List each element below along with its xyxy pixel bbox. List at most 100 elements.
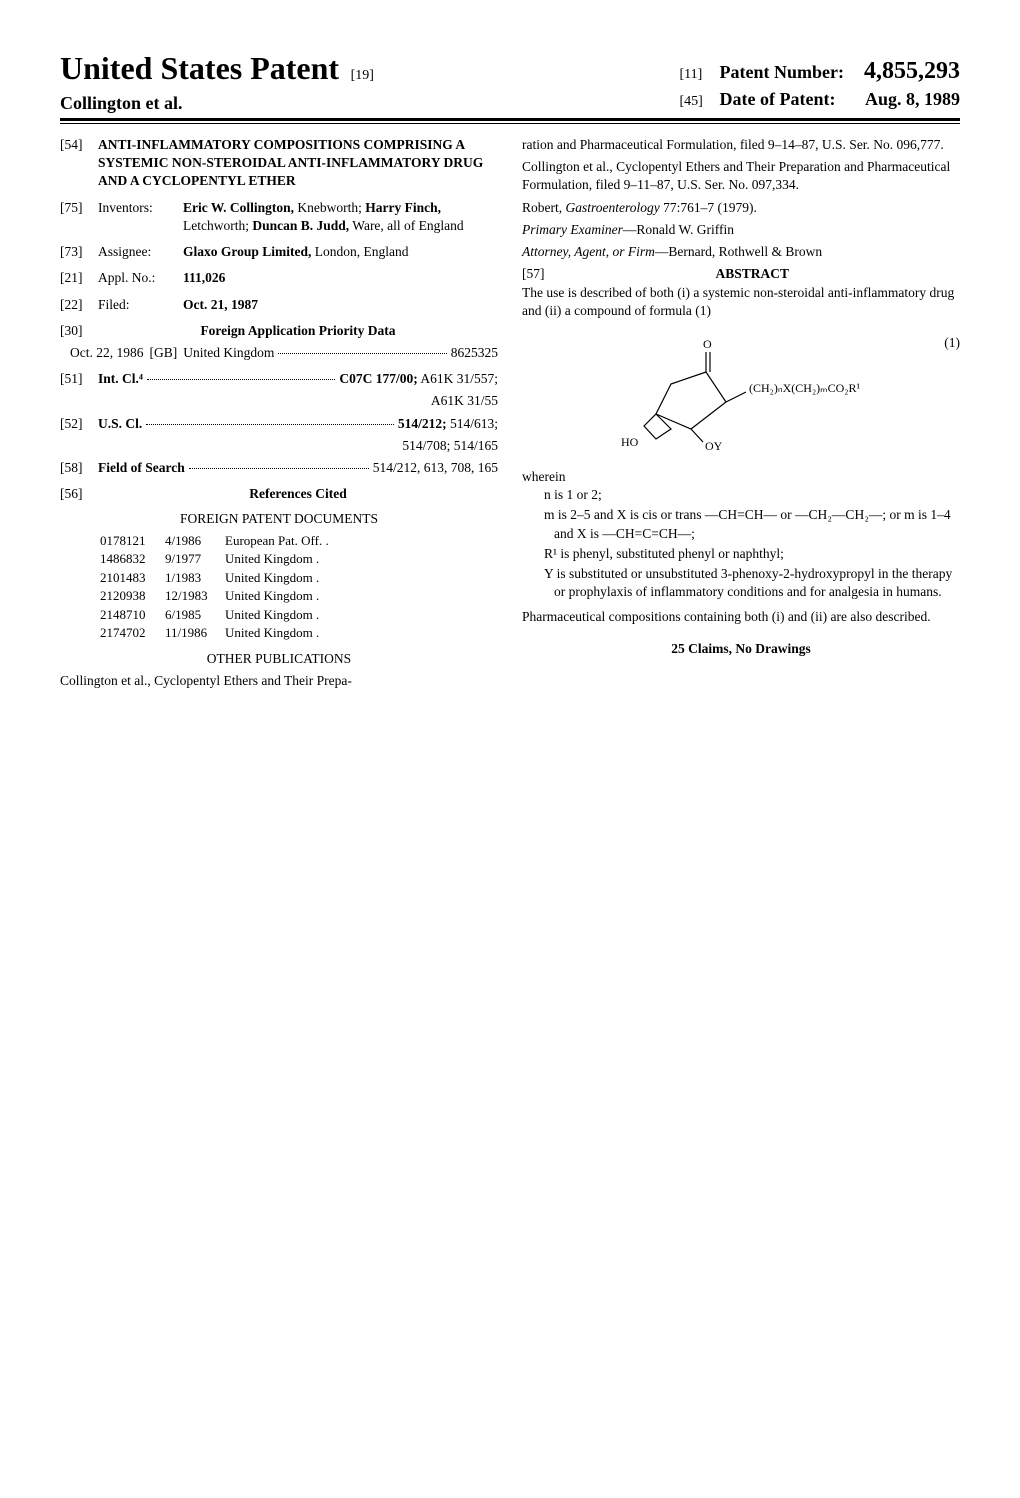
assignee-value: Glaxo Group Limited, London, England [183, 243, 498, 261]
outro: Pharmaceutical compositions containing b… [522, 608, 960, 626]
fp-name: United Kingdom [183, 344, 274, 362]
formula-side-text: (CH₂)ₙX(CH₂)ₘCO₂R¹ [749, 381, 860, 395]
formula-structure: (1) O (CH₂)ₙX(CH₂)ₘCO₂R¹ OY HO [522, 334, 960, 454]
cont3: Robert, Gastroenterology 77:761–7 (1979)… [522, 199, 960, 217]
uscl-line2: 514/708; 514/165 [60, 437, 498, 455]
inventors-value: Eric W. Collington, Knebworth; Harry Fin… [183, 199, 498, 235]
uscl-tag: [52] [60, 415, 98, 433]
ref-row: 01781214/1986European Pat. Off. . [60, 532, 498, 550]
body-columns: [54] ANTI-INFLAMMATORY COMPOSITIONS COMP… [60, 136, 960, 690]
dt-bracket: [45] [680, 94, 710, 110]
doc-title: United States Patent [60, 50, 339, 86]
abstract-intro: The use is described of both (i) a syste… [522, 284, 960, 320]
w2: m is 2–5 and X is cis or trans —CH=CH— o… [544, 506, 960, 542]
fos-tag: [58] [60, 459, 98, 477]
inventors-label: Inventors: [98, 199, 183, 235]
refs-tag: [56] [60, 485, 98, 503]
fp-date: Oct. 22, 1986 [70, 344, 144, 362]
filed-tag: [22] [60, 296, 98, 314]
patent-number-row: [11] Patent Number: 4,855,293 [680, 58, 960, 85]
wherein: wherein [522, 468, 960, 486]
inv-tag: [54] [60, 136, 98, 191]
assignee-row: [73] Assignee: Glaxo Group Limited, Lond… [60, 243, 498, 261]
refs-row: [56] References Cited [60, 485, 498, 503]
appl-row: [21] Appl. No.: 111,026 [60, 269, 498, 287]
w1: n is 1 or 2; [544, 486, 960, 504]
intcl-tag: [51] [60, 370, 98, 388]
fp-num: 8625325 [451, 344, 498, 362]
fos-value: 514/212, 613, 708, 165 [373, 459, 498, 477]
ref-row: 14868329/1977United Kingdom . [60, 550, 498, 568]
dt-value: Aug. 8, 1989 [865, 89, 960, 110]
cont2: Collington et al., Cyclopentyl Ethers an… [522, 158, 960, 194]
examiner-row: Primary Examiner—Ronald W. Griffin [522, 221, 960, 239]
ref-row: 212093812/1983United Kingdom . [60, 587, 498, 605]
ref-row: 21487106/1985United Kingdom . [60, 606, 498, 624]
filed-label: Filed: [98, 296, 183, 314]
rule-thick [60, 118, 960, 121]
dotted-fill [147, 370, 335, 380]
header-left: United States Patent [19] Collington et … [60, 50, 374, 114]
date-row: [45] Date of Patent: Aug. 8, 1989 [680, 89, 960, 110]
fos-label: Field of Search [98, 459, 185, 477]
inventors-row: [75] Inventors: Eric W. Collington, Kneb… [60, 199, 498, 235]
assignee-label: Assignee: [98, 243, 183, 261]
foreign-priority-data: Oct. 22, 1986 [GB] United Kingdom 862532… [60, 344, 498, 362]
w3: R¹ is phenyl, substituted phenyl or naph… [544, 545, 960, 563]
invention-title-row: [54] ANTI-INFLAMMATORY COMPOSITIONS COMP… [60, 136, 498, 191]
assignee-tag: [73] [60, 243, 98, 261]
left-column: [54] ANTI-INFLAMMATORY COMPOSITIONS COMP… [60, 136, 498, 690]
ref-row: 217470211/1986United Kingdom . [60, 624, 498, 642]
appl-label: Appl. No.: [98, 269, 183, 287]
other-pubs-title: OTHER PUBLICATIONS [60, 650, 498, 668]
fos-row: [58] Field of Search 514/212, 613, 708, … [60, 459, 498, 477]
uscl-row: [52] U.S. Cl. 514/212; 514/613; [60, 415, 498, 433]
intcl-line2: A61K 31/55 [60, 392, 498, 410]
inventors-tag: [75] [60, 199, 98, 235]
filed-value: Oct. 21, 1987 [183, 296, 498, 314]
inv-title: ANTI-INFLAMMATORY COMPOSITIONS COMPRISIN… [98, 136, 498, 191]
header-right: [11] Patent Number: 4,855,293 [45] Date … [680, 58, 960, 114]
abstract-title: ABSTRACT [545, 265, 961, 283]
filed-row: [22] Filed: Oct. 21, 1987 [60, 296, 498, 314]
right-column: ration and Pharmaceutical Formulation, f… [522, 136, 960, 690]
svg-text:OY: OY [705, 439, 723, 453]
appl-value: 111,026 [183, 269, 498, 287]
pn-value: 4,855,293 [864, 58, 960, 85]
dotted-fill [146, 415, 394, 425]
refs-title: References Cited [98, 485, 498, 503]
pn-bracket: [11] [680, 67, 710, 83]
foreign-docs-list: 01781214/1986European Pat. Off. . 148683… [60, 532, 498, 642]
authors: Collington et al. [60, 93, 374, 114]
title-bracket: [19] [351, 68, 374, 83]
doc-title-line: United States Patent [19] [60, 50, 374, 87]
svg-text:HO: HO [621, 435, 639, 449]
examiner-label: Primary Examiner [522, 222, 623, 237]
attorney-label: Attorney, Agent, or Firm [522, 244, 655, 259]
cont1: ration and Pharmaceutical Formulation, f… [522, 136, 960, 154]
wherein-list: n is 1 or 2; m is 2–5 and X is cis or tr… [522, 486, 960, 601]
dotted-fill [189, 459, 369, 469]
dotted-fill [278, 344, 446, 354]
svg-text:O: O [703, 337, 712, 351]
claims-line: 25 Claims, No Drawings [522, 640, 960, 658]
foreign-title: Foreign Application Priority Data [98, 322, 498, 340]
abstract-tag: [57] [522, 265, 545, 283]
formula-num: (1) [944, 334, 960, 352]
header-row: United States Patent [19] Collington et … [60, 50, 960, 114]
rule-thin [60, 123, 960, 124]
other-pub-start: Collington et al., Cyclopentyl Ethers an… [60, 672, 498, 690]
pn-label: Patent Number: [720, 62, 844, 83]
ref-row: 21014831/1983United Kingdom . [60, 569, 498, 587]
abstract-header: [57] ABSTRACT [522, 265, 960, 283]
formula-svg: O (CH₂)ₙX(CH₂)ₘCO₂R¹ OY HO [611, 334, 871, 454]
w4: Y is substituted or unsubstituted 3-phen… [544, 565, 960, 601]
foreign-tag: [30] [60, 322, 98, 340]
foreign-docs-title: FOREIGN PATENT DOCUMENTS [60, 510, 498, 528]
uscl-label: U.S. Cl. [98, 415, 142, 433]
attorney-row: Attorney, Agent, or Firm—Bernard, Rothwe… [522, 243, 960, 261]
dt-label: Date of Patent: [720, 89, 836, 110]
fp-country: [GB] [150, 344, 178, 362]
intcl-label: Int. Cl.⁴ [98, 370, 143, 388]
foreign-priority-row: [30] Foreign Application Priority Data [60, 322, 498, 340]
